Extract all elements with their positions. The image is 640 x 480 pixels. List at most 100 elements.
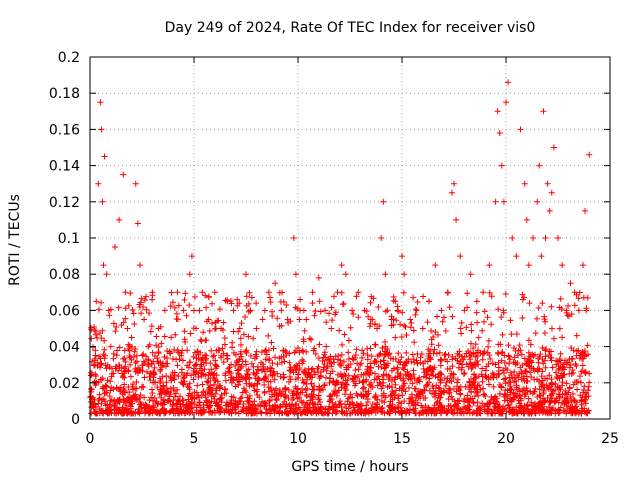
- data-point: [418, 351, 425, 358]
- data-point: [471, 371, 478, 378]
- data-point: [262, 347, 269, 354]
- data-point: [216, 396, 223, 403]
- data-point: [380, 357, 387, 364]
- data-point: [548, 325, 555, 332]
- data-point: [232, 363, 239, 370]
- data-point: [104, 377, 111, 384]
- data-point: [515, 347, 522, 354]
- data-point: [341, 371, 348, 378]
- data-point: [444, 409, 451, 416]
- data-point: [205, 404, 212, 411]
- data-point: [116, 407, 123, 414]
- data-point: [363, 393, 370, 400]
- data-point: [375, 304, 382, 311]
- data-point: [93, 372, 100, 379]
- data-point: [468, 327, 475, 334]
- data-point: [481, 402, 488, 409]
- data-point: [353, 346, 360, 353]
- data-point: [235, 373, 242, 380]
- data-point: [316, 341, 323, 348]
- data-point: [538, 373, 545, 380]
- data-point: [361, 407, 368, 414]
- data-point: [199, 289, 206, 296]
- data-point: [107, 397, 114, 404]
- data-point: [149, 289, 156, 296]
- data-point: [177, 400, 184, 407]
- data-point: [101, 153, 108, 160]
- data-point: [322, 307, 329, 314]
- data-point: [329, 410, 336, 417]
- data-point: [470, 409, 477, 416]
- data-point: [102, 362, 109, 369]
- data-point: [303, 400, 310, 407]
- data-point: [205, 294, 212, 301]
- data-point: [91, 357, 98, 364]
- data-point: [374, 325, 381, 332]
- y-tick-label: 0.08: [49, 267, 80, 283]
- data-point: [171, 346, 178, 353]
- data-point: [211, 370, 218, 377]
- data-point: [355, 314, 362, 321]
- data-point: [185, 384, 192, 391]
- data-point: [174, 289, 181, 296]
- data-point: [124, 325, 131, 332]
- data-point: [148, 394, 155, 401]
- data-point: [234, 296, 241, 303]
- data-point: [390, 405, 397, 412]
- data-point: [278, 322, 285, 329]
- data-point: [138, 384, 145, 391]
- data-point: [482, 367, 489, 374]
- data-point: [557, 359, 564, 366]
- data-point: [147, 370, 154, 377]
- data-point: [295, 371, 302, 378]
- data-point: [159, 406, 166, 413]
- data-point: [422, 395, 429, 402]
- data-point: [506, 409, 513, 416]
- data-point: [92, 347, 99, 354]
- data-point: [448, 189, 455, 196]
- data-point: [232, 351, 239, 358]
- data-point: [269, 313, 276, 320]
- data-point: [382, 338, 389, 345]
- data-point: [509, 375, 516, 382]
- data-point: [486, 262, 493, 269]
- data-point: [472, 362, 479, 369]
- data-point: [498, 384, 505, 391]
- data-point: [311, 312, 318, 319]
- data-point: [161, 401, 168, 408]
- data-point: [364, 399, 371, 406]
- data-point: [356, 406, 363, 413]
- data-point: [155, 325, 162, 332]
- data-point: [484, 403, 491, 410]
- data-point: [464, 405, 471, 412]
- data-point: [376, 405, 383, 412]
- data-point: [473, 298, 480, 305]
- data-point: [525, 395, 532, 402]
- data-point: [539, 300, 546, 307]
- data-point: [567, 403, 574, 410]
- data-point: [178, 409, 185, 416]
- data-point: [527, 352, 534, 359]
- data-point: [329, 368, 336, 375]
- data-point: [274, 391, 281, 398]
- data-point: [321, 360, 328, 367]
- data-point: [418, 402, 425, 409]
- data-point: [378, 408, 385, 415]
- data-point: [505, 342, 512, 349]
- data-point: [382, 308, 389, 315]
- data-point: [137, 392, 144, 399]
- data-point: [580, 386, 587, 393]
- data-point: [108, 370, 115, 377]
- data-point: [236, 356, 243, 363]
- data-point: [499, 349, 506, 356]
- data-point: [435, 392, 442, 399]
- data-point: [571, 398, 578, 405]
- data-point: [231, 404, 238, 411]
- data-point: [128, 334, 135, 341]
- data-point: [225, 365, 232, 372]
- data-point: [541, 316, 548, 323]
- data-point: [329, 317, 336, 324]
- data-point: [236, 378, 243, 385]
- data-point: [132, 391, 139, 398]
- data-point: [408, 391, 415, 398]
